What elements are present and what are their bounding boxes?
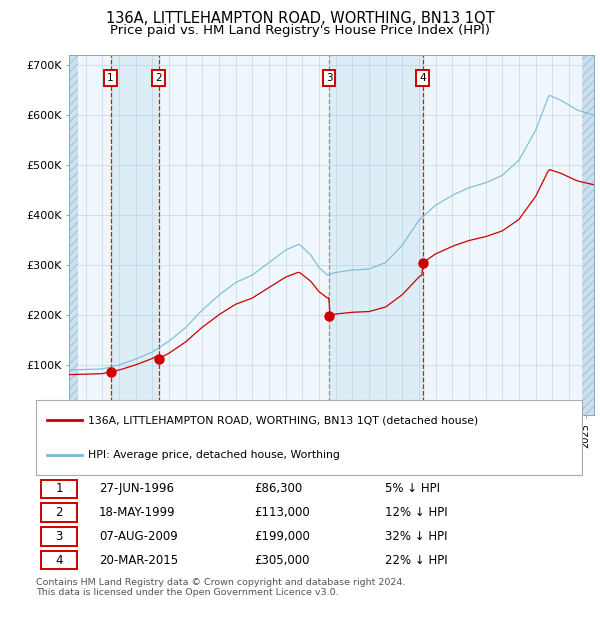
Text: 07-AUG-2009: 07-AUG-2009: [99, 530, 178, 543]
Text: HPI: Average price, detached house, Worthing: HPI: Average price, detached house, Wort…: [88, 450, 340, 460]
Text: 4: 4: [55, 554, 63, 567]
Text: 22% ↓ HPI: 22% ↓ HPI: [385, 554, 448, 567]
Text: 1: 1: [107, 73, 114, 84]
Text: 2: 2: [55, 506, 63, 519]
Bar: [329, 55, 422, 415]
Text: 12% ↓ HPI: 12% ↓ HPI: [385, 506, 448, 519]
Text: £113,000: £113,000: [254, 506, 310, 519]
FancyBboxPatch shape: [41, 551, 77, 569]
Text: 2: 2: [155, 73, 162, 84]
Text: 136A, LITTLEHAMPTON ROAD, WORTHING, BN13 1QT: 136A, LITTLEHAMPTON ROAD, WORTHING, BN13…: [106, 11, 494, 26]
Bar: [581, 55, 598, 415]
Text: Contains HM Land Registry data © Crown copyright and database right 2024.
This d: Contains HM Land Registry data © Crown c…: [36, 578, 406, 598]
Text: 20-MAR-2015: 20-MAR-2015: [99, 554, 178, 567]
Text: £305,000: £305,000: [254, 554, 310, 567]
Text: 4: 4: [419, 73, 426, 84]
FancyBboxPatch shape: [36, 400, 582, 475]
FancyBboxPatch shape: [41, 480, 77, 498]
Text: Price paid vs. HM Land Registry's House Price Index (HPI): Price paid vs. HM Land Registry's House …: [110, 24, 490, 37]
Text: 1: 1: [55, 482, 63, 495]
Text: £199,000: £199,000: [254, 530, 310, 543]
Text: 136A, LITTLEHAMPTON ROAD, WORTHING, BN13 1QT (detached house): 136A, LITTLEHAMPTON ROAD, WORTHING, BN13…: [88, 415, 478, 425]
Text: £86,300: £86,300: [254, 482, 302, 495]
Text: 3: 3: [326, 73, 332, 84]
Text: 27-JUN-1996: 27-JUN-1996: [99, 482, 174, 495]
Text: 3: 3: [56, 530, 63, 543]
Text: 18-MAY-1999: 18-MAY-1999: [99, 506, 175, 519]
Bar: [69, 55, 78, 415]
FancyBboxPatch shape: [41, 527, 77, 546]
FancyBboxPatch shape: [41, 503, 77, 522]
Text: 32% ↓ HPI: 32% ↓ HPI: [385, 530, 448, 543]
Bar: [110, 55, 158, 415]
Text: 5% ↓ HPI: 5% ↓ HPI: [385, 482, 440, 495]
